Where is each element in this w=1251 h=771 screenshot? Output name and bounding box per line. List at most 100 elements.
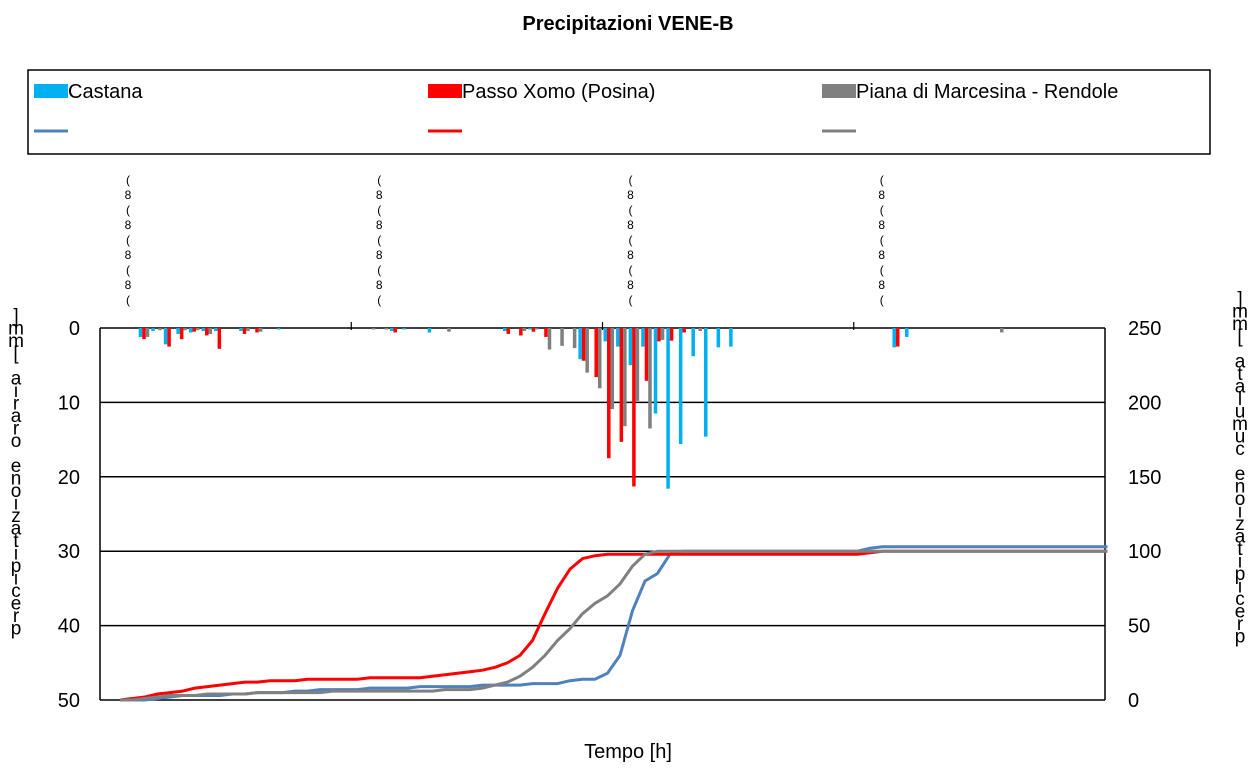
axis-label-char: m: [8, 319, 24, 340]
axis-label-char: ]: [13, 306, 18, 327]
bar-piana-marcesina: [208, 328, 213, 334]
bar-passo-xomo: [217, 328, 222, 349]
bar-piana-marcesina: [610, 328, 615, 410]
axis-label-char: i: [1238, 577, 1242, 598]
rotated-date-glyph: (: [880, 203, 884, 217]
bar-passo-xomo: [682, 328, 686, 333]
rotated-date-glyph: 8: [878, 188, 885, 202]
rotated-date-glyph: (: [377, 173, 381, 187]
rotated-date-glyph: (: [377, 203, 381, 217]
axis-label-char: r: [13, 394, 20, 415]
bar-castana: [905, 328, 909, 337]
bar-passo-xomo: [669, 328, 674, 341]
bar-passo-xomo: [506, 328, 511, 334]
bar-piana-marcesina: [635, 328, 640, 401]
axis-label-char: p: [11, 619, 22, 640]
bar-passo-xomo: [255, 328, 259, 333]
bar-castana: [427, 328, 432, 333]
bar-piana-marcesina: [535, 328, 539, 330]
axis-label-char: e: [1235, 464, 1246, 485]
axis-label-char: t: [1237, 539, 1243, 560]
rotated-date-glyph: 8: [878, 218, 885, 232]
bar-passo-xomo: [594, 328, 598, 378]
bar-castana: [503, 328, 507, 331]
axis-label-char: z: [11, 506, 21, 527]
rotated-date-glyph: 8: [125, 278, 132, 292]
bar-castana: [628, 328, 633, 366]
rotated-date-glyph: 8: [376, 188, 383, 202]
rotated-date-glyph: (: [126, 173, 130, 187]
axis-label-char: ]: [1237, 289, 1242, 310]
axis-label-char: i: [14, 494, 18, 515]
y-tick-label: 0: [69, 318, 80, 340]
rotated-date-glyph: 8: [125, 218, 132, 232]
bar-castana: [276, 328, 281, 330]
bar-piana-marcesina: [597, 328, 602, 389]
rotated-date-glyph: (: [377, 263, 381, 277]
legend-label: Passo Xomo (Posina): [462, 81, 655, 103]
bar-castana: [704, 328, 708, 437]
axis-label-char: [: [1237, 327, 1243, 348]
bar-piana-marcesina: [183, 328, 187, 331]
bar-castana: [239, 328, 243, 331]
rotated-date-glyph: 8: [125, 248, 132, 262]
rotated-date-glyph: (: [880, 233, 884, 247]
axis-label-char: p: [1235, 627, 1246, 648]
rotated-date-glyph: 8: [376, 278, 383, 292]
axis-label-char: m: [1232, 314, 1248, 335]
rotated-date-glyph: (: [629, 263, 633, 277]
bar-series: [138, 328, 1004, 489]
bar-castana: [176, 328, 180, 334]
bar-castana: [616, 328, 620, 347]
rotated-date-glyph: 8: [627, 278, 634, 292]
bar-piana-marcesina: [384, 328, 388, 330]
rotated-date-glyph: (: [126, 293, 130, 307]
bar-passo-xomo: [895, 328, 900, 347]
bar-piana-marcesina: [195, 328, 200, 331]
bar-piana-marcesina: [371, 328, 376, 330]
bar-castana: [892, 328, 896, 348]
axis-label-char: o: [1235, 489, 1246, 510]
axis-label-char: m: [8, 331, 24, 352]
bar-piana-marcesina: [447, 328, 451, 332]
bar-castana: [641, 328, 645, 347]
bar-passo-xomo: [619, 328, 624, 442]
bar-piana-marcesina: [999, 328, 1004, 333]
y-tick-label: 20: [58, 467, 80, 489]
rotated-date-glyph: 8: [878, 278, 885, 292]
y-tick-label: 50: [58, 690, 80, 712]
y2-tick-label: 0: [1128, 690, 1139, 712]
legend-box: [27, 69, 1211, 155]
rotated-date-glyph: (: [629, 233, 633, 247]
bar-piana-marcesina: [522, 328, 527, 331]
y2-tick-label: 250: [1128, 318, 1161, 340]
bar-piana-marcesina: [698, 328, 702, 331]
axis-label-char: e: [1235, 602, 1246, 623]
rotated-date-glyph: (: [629, 203, 633, 217]
bar-passo-xomo: [581, 328, 586, 361]
axis-label-char: i: [14, 544, 18, 565]
rotated-date-glyph: (: [377, 293, 381, 307]
y2-axis-ticks: 0 50 100 150 200 250: [1128, 318, 1161, 712]
legend-swatch: [428, 84, 462, 98]
legend-label: Castana: [68, 81, 143, 103]
y2-tick-label: 100: [1128, 541, 1161, 563]
axis-label-char: t: [13, 531, 19, 552]
rotated-date-glyph: (: [126, 263, 130, 277]
gridlines: [99, 327, 1106, 701]
rotated-date-glyph: (: [629, 293, 633, 307]
bar-piana-marcesina: [246, 328, 250, 331]
bar-castana: [578, 328, 582, 360]
bar-castana: [201, 328, 206, 331]
axis-label-char: i: [1238, 502, 1242, 523]
bar-castana: [151, 328, 155, 331]
bar-passo-xomo: [657, 328, 661, 342]
chart-title: Precipitazioni VENE-B: [522, 13, 733, 35]
bar-passo-xomo: [607, 328, 611, 459]
x-axis-label: Tempo [h]: [584, 741, 672, 763]
bar-piana-marcesina: [258, 328, 263, 332]
axis-label-char: r: [13, 419, 20, 440]
legend-label: Piana di Marcesina - Rendole: [856, 81, 1118, 103]
